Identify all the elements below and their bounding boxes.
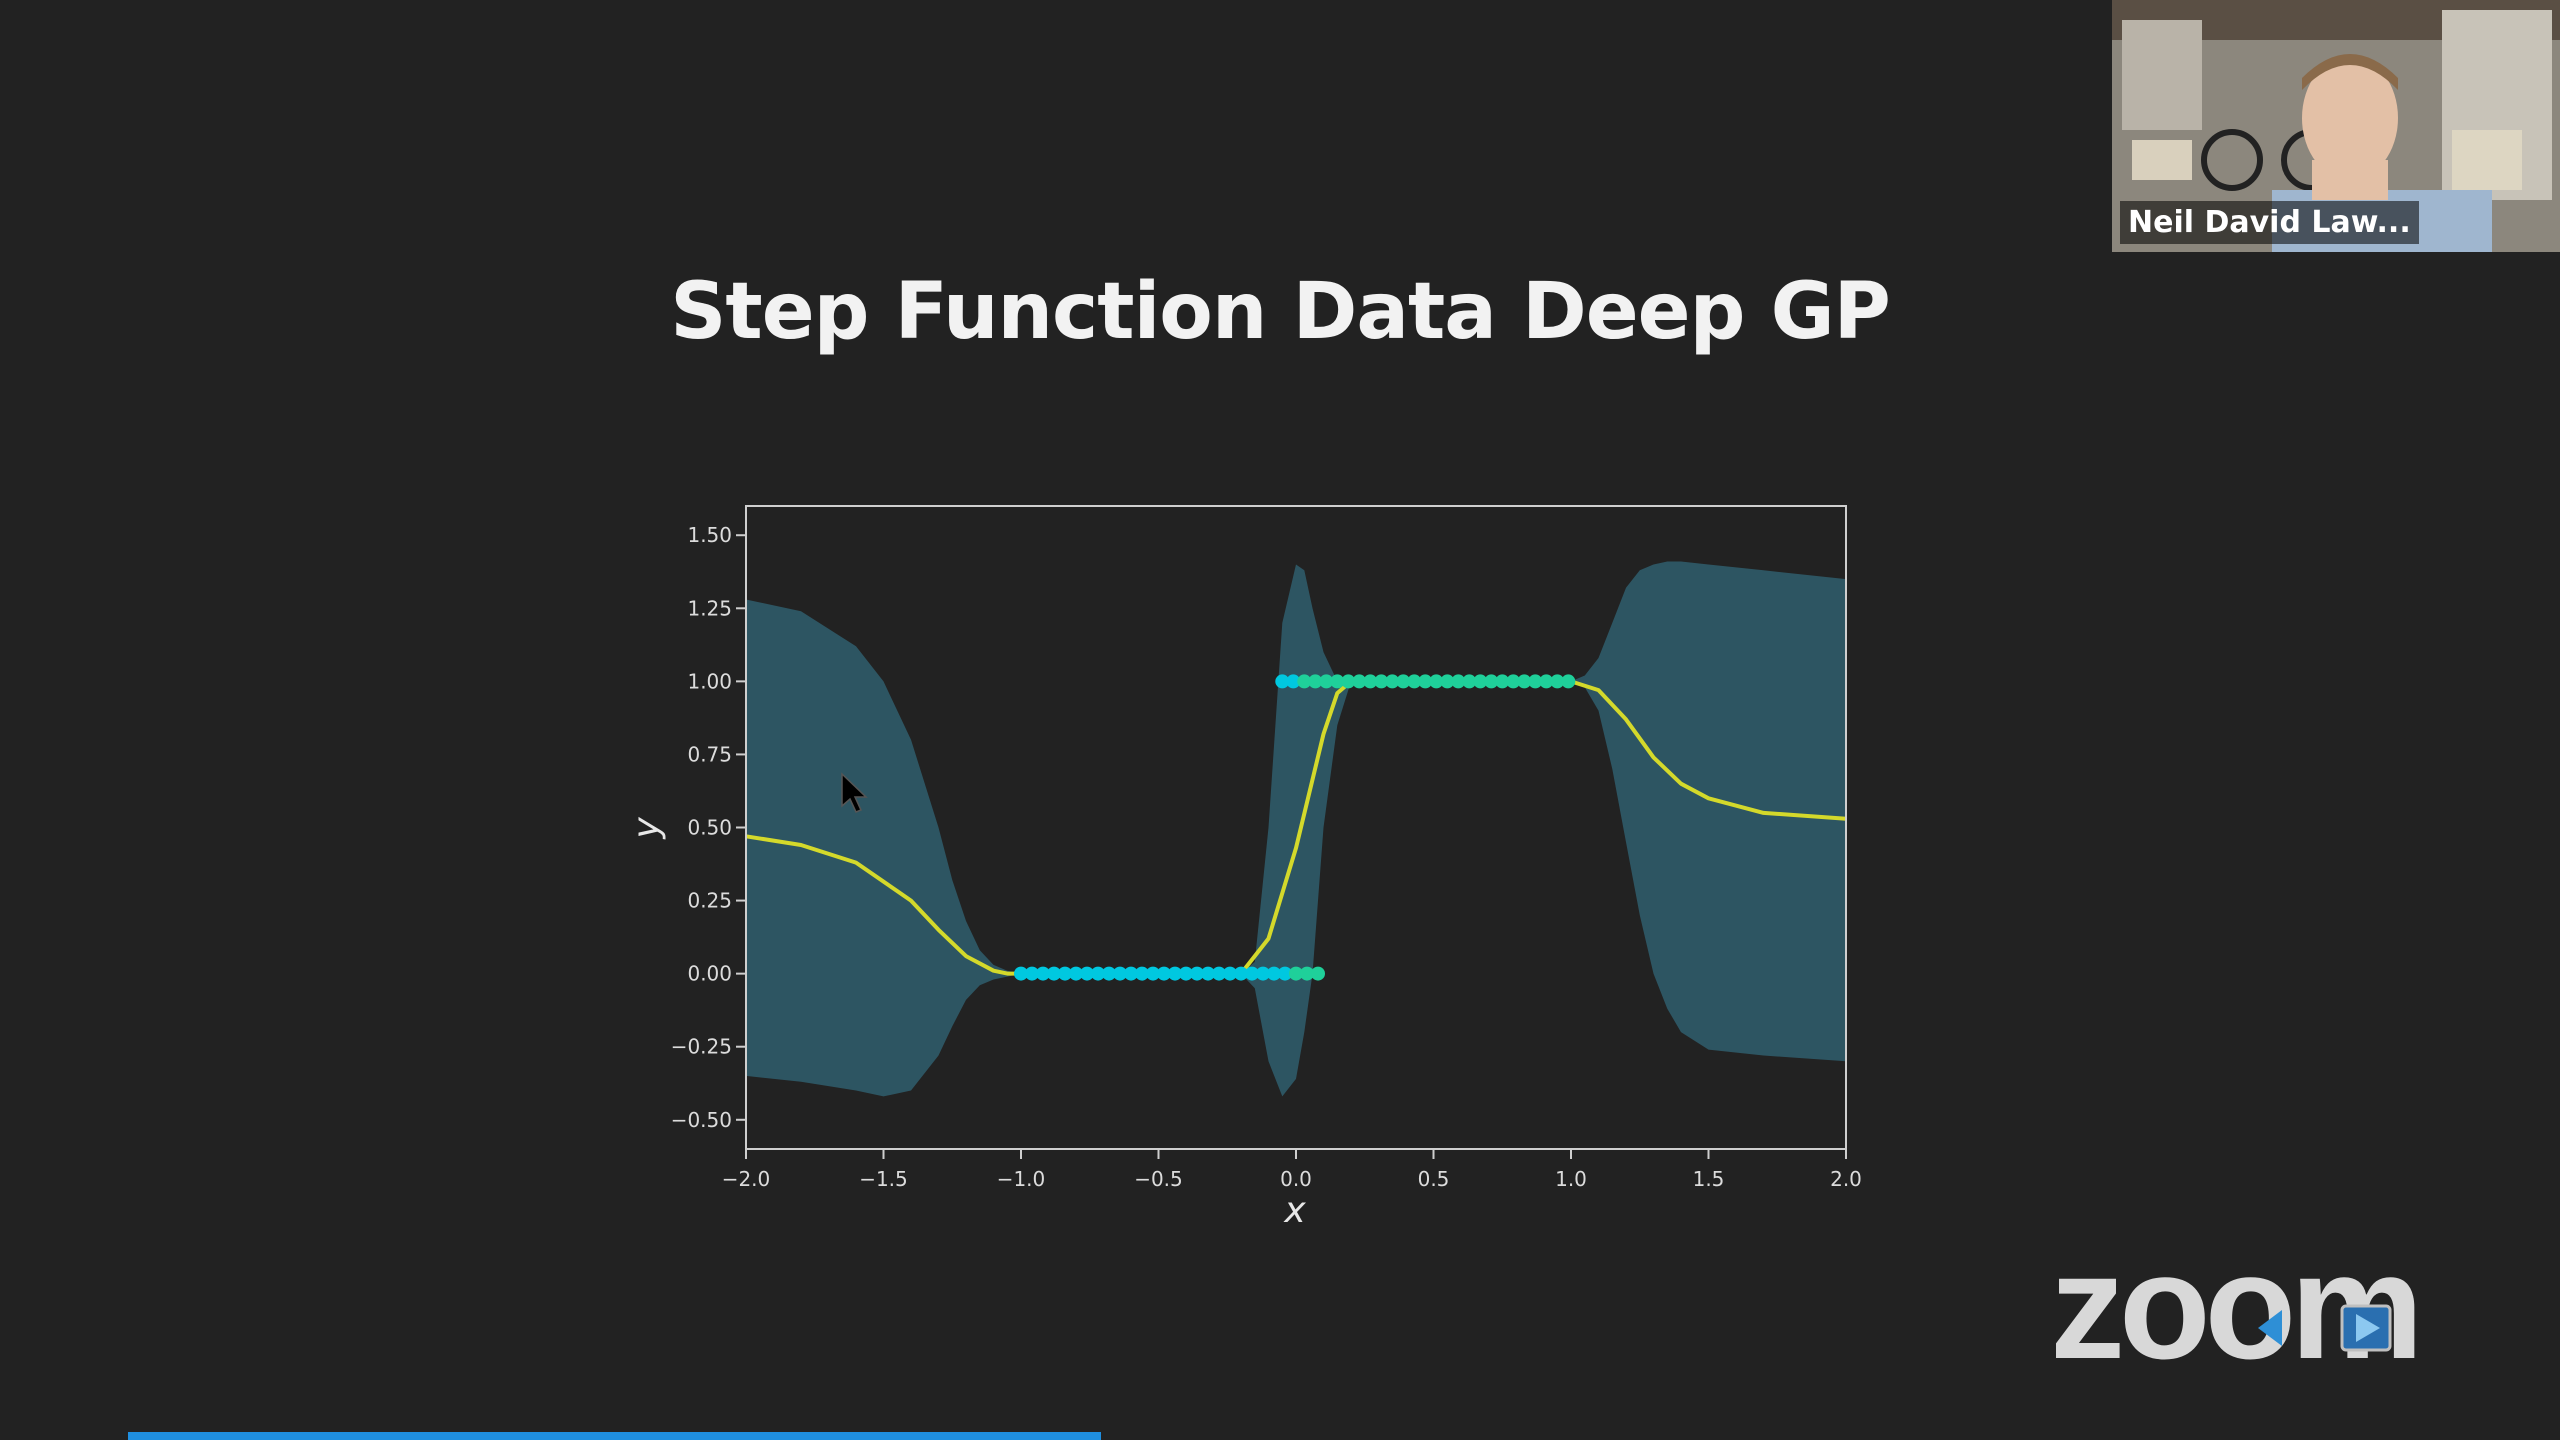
presentation-progress-track	[0, 1432, 2560, 1440]
data-point	[1407, 674, 1422, 689]
slide-title: Step Function Data Deep GP	[670, 267, 1891, 357]
mouse-pointer-icon	[841, 772, 868, 813]
data-point	[1539, 674, 1554, 689]
x-tick-label: −1.5	[859, 1167, 908, 1191]
data-point	[1418, 674, 1433, 689]
data-point	[1374, 674, 1389, 689]
data-point	[1396, 674, 1411, 689]
data-point	[1495, 674, 1510, 689]
data-point	[1113, 966, 1127, 981]
data-point	[1091, 966, 1105, 981]
y-tick-label: 0.00	[687, 962, 732, 986]
uncertainty-band-layer	[746, 561, 1846, 1097]
data-point	[1223, 966, 1237, 981]
y-tick-label: −0.25	[671, 1035, 732, 1059]
data-point	[1429, 674, 1444, 689]
data-point	[1528, 674, 1543, 689]
zoom-logo-icon: zoom	[2050, 1240, 2424, 1380]
data-point	[1102, 966, 1116, 981]
data-point	[1300, 966, 1314, 981]
data-point	[1517, 674, 1532, 689]
participant-name-label: Neil David Law...	[2120, 201, 2419, 244]
x-tick-label: 0.5	[1418, 1167, 1450, 1191]
data-point	[1311, 966, 1325, 981]
data-point	[1234, 966, 1248, 981]
participant-video-feed	[2112, 0, 2560, 252]
data-point	[1352, 674, 1367, 689]
data-point	[1308, 674, 1323, 689]
mean-line-layer	[745, 679, 1847, 976]
data-point	[1014, 966, 1028, 981]
data-point	[1561, 674, 1576, 689]
uncertainty-band	[746, 561, 1846, 1097]
data-point	[1484, 674, 1499, 689]
data-point	[1256, 966, 1270, 981]
prev-slide-icon[interactable]	[2258, 1310, 2282, 1346]
data-point	[1385, 674, 1400, 689]
data-point	[1330, 674, 1345, 689]
x-tick-label: 1.0	[1555, 1167, 1587, 1191]
data-point	[1550, 674, 1565, 689]
y-axis-label: y	[626, 817, 667, 840]
x-tick-label: 2.0	[1830, 1167, 1862, 1191]
data-point	[1212, 966, 1226, 981]
data-point	[1286, 674, 1301, 689]
mean-line	[745, 679, 1847, 976]
data-point	[1168, 966, 1182, 981]
data-point	[1124, 966, 1138, 981]
y-tick-label: 0.75	[687, 742, 732, 766]
data-point	[1025, 966, 1039, 981]
data-point	[1190, 966, 1204, 981]
data-point	[1451, 674, 1466, 689]
data-point	[1146, 966, 1160, 981]
data-point	[1341, 674, 1356, 689]
data-point	[1275, 674, 1290, 689]
axes-layer: −2.0 −1.5 −1.0 −0.5 0.0 0.5 1.0 1.5 2.0 1.50 1.25 1…	[671, 523, 1862, 1191]
y-tick-label: −0.50	[671, 1108, 732, 1132]
y-tick-label: 1.25	[687, 596, 732, 620]
data-point	[1069, 966, 1083, 981]
x-tick-label: −0.5	[1134, 1167, 1183, 1191]
y-tick-label: 1.50	[687, 523, 732, 547]
x-tick-label: −2.0	[722, 1167, 771, 1191]
data-point	[1245, 966, 1259, 981]
data-point	[1157, 966, 1171, 981]
data-point	[1179, 966, 1193, 981]
x-tick-label: 0.0	[1280, 1167, 1312, 1191]
data-point	[1440, 674, 1455, 689]
data-point	[1036, 966, 1050, 981]
data-point	[1319, 674, 1334, 689]
presentation-progress-fill	[128, 1432, 1101, 1440]
data-point	[1201, 966, 1215, 981]
data-point	[1363, 674, 1378, 689]
y-tick-label: 1.00	[687, 669, 732, 693]
data-point	[1080, 966, 1094, 981]
x-tick-label: −1.0	[997, 1167, 1046, 1191]
data-point	[1506, 674, 1521, 689]
participant-video-tile[interactable]: Neil David Law...	[2112, 0, 2560, 252]
y-tick-label: 0.50	[687, 816, 732, 840]
y-tick-label: 0.25	[687, 889, 732, 913]
data-point	[1473, 674, 1488, 689]
data-point	[1047, 966, 1061, 981]
x-tick-label: 1.5	[1693, 1167, 1725, 1191]
x-axis-label: x	[1283, 1190, 1306, 1231]
data-point	[1135, 966, 1149, 981]
data-points-layer	[1014, 674, 1576, 981]
data-point	[1289, 966, 1303, 981]
data-point	[1267, 966, 1281, 981]
data-point	[1297, 674, 1312, 689]
data-point	[1058, 966, 1072, 981]
data-point	[1462, 674, 1477, 689]
data-point	[1278, 966, 1292, 981]
